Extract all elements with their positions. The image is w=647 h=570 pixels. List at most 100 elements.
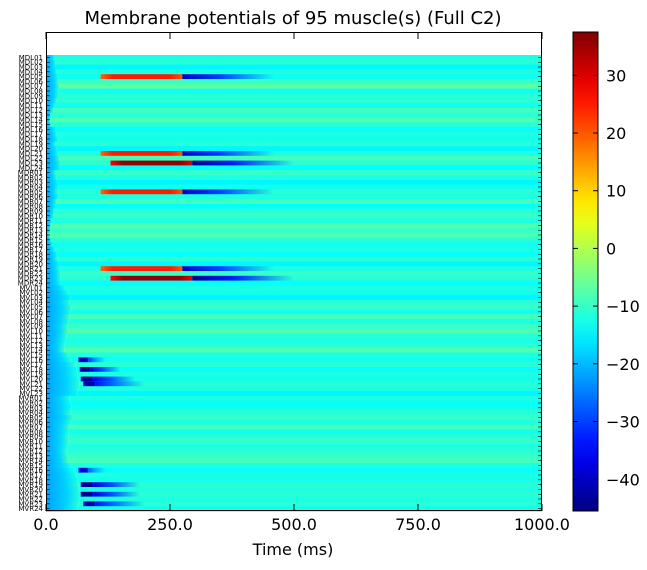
- row-onset-segment: [46, 314, 70, 320]
- row-onset-segment: [46, 405, 72, 411]
- row-baseline-segment: [70, 410, 543, 416]
- row-label: MVR07: [18, 424, 43, 432]
- heatmap-row: [46, 328, 542, 334]
- row-baseline-segment: [66, 333, 542, 339]
- row-baseline-segment: [78, 376, 543, 382]
- row-onset-segment: [46, 98, 57, 104]
- row-onset-segment: [46, 343, 65, 349]
- hyperpolarization-recovery: [95, 501, 146, 507]
- row-baseline-segment: [58, 184, 543, 190]
- row-label: MDR01: [18, 169, 43, 177]
- heatmap-row: [46, 227, 543, 234]
- row-label: MDR14: [18, 232, 44, 240]
- row-onset-segment: [46, 362, 76, 368]
- row-baseline-segment: [56, 199, 543, 205]
- row-label: MVR05: [18, 414, 43, 422]
- row-onset-segment: [46, 155, 60, 162]
- row-baseline-segment: [60, 275, 542, 282]
- heatmap-row: [46, 419, 543, 426]
- heatmap-row: [46, 165, 542, 171]
- hyperpolarization-recovery: [182, 74, 275, 80]
- heatmap-row: [46, 261, 543, 267]
- heatmap-row: [46, 309, 543, 315]
- heatmap-row: [46, 151, 543, 157]
- row-label: MVL21: [19, 380, 43, 388]
- row-baseline-segment: [59, 266, 542, 272]
- row-label: MVR09: [18, 433, 43, 441]
- row-label: MDR09: [18, 208, 43, 216]
- heatmap-row: [46, 487, 542, 493]
- row-baseline-segment: [73, 467, 542, 474]
- row-baseline-segment: [65, 285, 542, 291]
- row-baseline-segment: [54, 247, 542, 253]
- row-onset-segment: [46, 189, 58, 195]
- heatmap-row: [46, 467, 542, 474]
- row-onset-segment: [46, 55, 55, 61]
- row-onset-segment: [46, 496, 80, 502]
- row-baseline-segment: [48, 232, 542, 238]
- row-onset-segment: [46, 299, 70, 306]
- row-label: MVL18: [19, 366, 43, 374]
- row-onset-segment: [46, 386, 79, 392]
- row-onset-segment: [46, 367, 77, 373]
- colorbar-tick-label: 30: [606, 66, 626, 85]
- heatmap-row: [46, 275, 542, 282]
- heatmap-row: [46, 482, 543, 488]
- heatmap-row: [46, 352, 542, 358]
- depolarization-event: [83, 501, 96, 507]
- heatmap-row: [46, 395, 543, 402]
- heatmap-row: [46, 443, 542, 450]
- heatmap-row: [46, 83, 542, 90]
- row-onset-segment: [46, 487, 80, 493]
- row-onset-segment: [46, 93, 59, 99]
- row-label: MVR14: [18, 457, 43, 465]
- row-baseline-segment: [55, 127, 543, 133]
- row-baseline-segment: [64, 343, 543, 349]
- heatmap-row: [46, 295, 543, 301]
- row-label: MVL08: [19, 318, 43, 326]
- x-axis-label: Time (ms): [252, 540, 334, 559]
- row-onset-segment: [46, 472, 77, 478]
- row-baseline-segment: [67, 443, 542, 450]
- row-baseline-segment: [78, 482, 543, 488]
- row-baseline-segment: [70, 463, 543, 469]
- hyperpolarization-recovery: [90, 367, 121, 373]
- heatmap-row: [46, 170, 543, 176]
- row-baseline-segment: [58, 136, 543, 142]
- row-label-axis: MDL01MDL02MDL03MDL04MDL05MDL06MDL07MDL08…: [18, 54, 542, 513]
- row-baseline-segment: [70, 400, 543, 406]
- row-label: MDR17: [18, 246, 43, 254]
- heatmap-row: [46, 472, 542, 478]
- row-baseline-segment: [66, 448, 542, 454]
- row-onset-segment: [46, 79, 59, 85]
- heatmap-row: [46, 415, 542, 421]
- row-onset-segment: [46, 395, 70, 402]
- row-baseline-segment: [80, 491, 542, 498]
- depolarization-event: [110, 275, 193, 282]
- row-onset-segment: [46, 376, 79, 382]
- row-baseline-segment: [60, 160, 542, 166]
- hyperpolarization-recovery: [93, 376, 136, 382]
- heatmap-row: [46, 93, 543, 99]
- row-onset-segment: [46, 482, 79, 488]
- depolarization-event: [110, 160, 193, 166]
- row-onset-segment: [46, 256, 58, 262]
- row-onset-segment: [46, 338, 66, 344]
- row-label: MVR13: [18, 452, 43, 460]
- depolarization-event: [80, 376, 94, 382]
- heatmap-row: [46, 338, 542, 344]
- row-onset-segment: [46, 453, 68, 459]
- row-onset-segment: [46, 371, 78, 378]
- heatmap-row: [46, 141, 543, 147]
- heatmap-row: [46, 448, 542, 454]
- row-label: MDR05: [18, 188, 43, 196]
- heatmap-row: [46, 405, 543, 411]
- row-label: MDL12: [19, 107, 43, 115]
- heatmap-row: [46, 381, 542, 387]
- row-baseline-segment: [68, 319, 542, 325]
- row-label: MVR08: [18, 428, 43, 436]
- depolarization-event: [78, 467, 89, 474]
- row-label: MDL11: [19, 102, 43, 110]
- row-onset-segment: [46, 179, 58, 186]
- row-label: MDL05: [19, 73, 43, 81]
